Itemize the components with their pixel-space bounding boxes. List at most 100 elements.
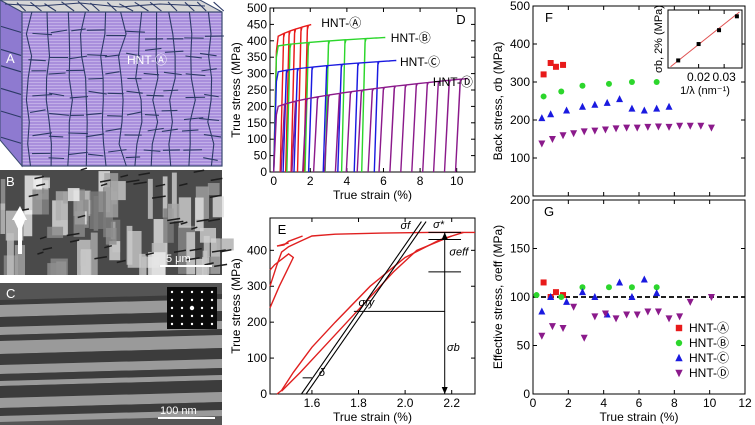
chart-g-legend-marker [675,324,683,332]
micrograph-grain [212,196,224,218]
front-boundary-horizontal [163,71,182,76]
top-boundary [30,1,42,12]
front-boundary-horizontal [85,133,105,138]
chart-g-xtick-label: 12 [738,396,752,410]
diffraction-spot [170,290,174,294]
twin-lamella [0,402,222,416]
chart-f-point [605,80,612,87]
micrograph-grain [199,227,217,243]
chart-e-arrowhead [441,387,448,394]
diffraction-spot [180,306,184,310]
front-boundary-horizontal [126,111,142,116]
front-boundary-horizontal [68,132,88,135]
chart-g-point [578,288,586,296]
micrograph-grain [55,191,68,221]
chart-g-point [559,325,567,333]
chart-e-xtick-label: 2.2 [443,396,460,410]
chart-e-frame [269,217,476,395]
chart-f-point [591,100,599,108]
micrograph-grain [202,250,208,275]
front-boundary-horizontal [126,52,141,57]
micrograph-twin [69,239,80,243]
chart-f-back-stress: 100 200 300 400 500 Back stress, σb (MPa) F 0.0… [491,0,746,197]
front-boundary-horizontal [50,29,68,34]
front-boundary-horizontal [145,47,162,51]
chart-g-point [653,284,660,291]
chart-d-ytick-label: 100 [247,132,267,146]
chart-e-xtick-label: 2.0 [397,396,414,410]
front-boundary-horizontal [105,71,120,75]
chart-g-ytick-label: 0 [523,387,530,401]
top-boundary [196,1,207,12]
front-boundary-horizontal [201,68,217,72]
chart-g-point [686,298,694,306]
chart-f-inset-xlabel: 1/λ (nm⁻¹) [680,85,730,97]
panel-c-letter: C [6,286,15,301]
front-boundary-horizontal [49,92,65,97]
diffraction-spot [170,322,174,326]
chart-f-inset-point [696,42,701,47]
micrograph-twin [204,262,214,266]
diffraction-spot [190,322,194,326]
micrograph-twin [120,174,129,178]
panel-c-tem: C 100 nm [0,283,222,425]
front-boundary-horizontal [147,127,164,132]
front-boundary-horizontal [32,32,53,36]
micrograph-twin [145,252,155,256]
front-boundary-horizontal [143,149,161,152]
front-boundary-horizontal [126,90,143,94]
chart-g-xtick-label: 8 [671,396,678,410]
chart-g-xlabel: True strain (%) [600,410,679,424]
side-boundary [0,110,22,118]
chart-g-point [570,303,578,311]
chart-g-legend-marker [675,339,683,347]
front-boundary-horizontal [69,96,89,99]
chart-d-xtick-label: 0 [270,174,277,188]
chart-g-xtick-label: 6 [636,396,643,410]
chart-d-ytick-label: 200 [247,99,267,113]
chart-g-point [591,293,599,300]
chart-e-annotation-sigma-eff: σeff [449,247,469,259]
micrograph-grain [14,245,25,275]
micrograph-twin [28,193,39,198]
chart-f-point [548,136,556,143]
chart-d-ytick-label: 300 [247,67,267,81]
micrograph-grain [77,239,91,275]
chart-f-inset-xtick-label: 0.02 [687,70,711,84]
chart-g-legend-label: HNT-Ⓑ [689,336,729,350]
loading-direction-arrow [12,206,27,233]
arrow-shaft [18,220,22,254]
chart-e-loading-curve [269,231,475,287]
top-boundary [184,1,195,12]
chart-f-ytick-label: 200 [510,113,530,127]
chart-g-legend-marker [675,353,683,362]
panel-a-letter: A [6,51,15,66]
diffraction-spot [190,298,194,302]
chart-g-xtick-label: 10 [703,396,717,410]
top-boundary [149,1,162,12]
chart-f-point [603,98,611,106]
chart-d-series-label: HNT-Ⓑ [391,31,431,45]
chart-f-point [623,124,631,132]
top-boundary [119,3,134,12]
chart-g-point [548,323,556,331]
top-boundary [134,1,149,12]
side-boundary [0,25,22,33]
micrograph-twin [173,249,187,253]
front-boundary-horizontal [68,151,88,156]
front-boundary [45,11,52,167]
chart-d-panel-letter: D [456,12,465,27]
chart-e-ylabel: True stress (MPa) [229,258,243,354]
chart-f-inset-xtick-label: 0.03 [712,70,736,84]
front-boundary-horizontal [163,89,179,92]
micrograph-grain [194,197,204,232]
micrograph-grain [83,199,89,222]
diffraction-spot [200,322,204,326]
chart-f-point [628,104,636,112]
chart-e-ytick-label: 300 [247,279,267,293]
chart-f-point [547,60,554,66]
chart-f-point [707,124,715,132]
micrograph-twin [185,257,200,261]
chart-e-reloading-curve [281,235,452,392]
